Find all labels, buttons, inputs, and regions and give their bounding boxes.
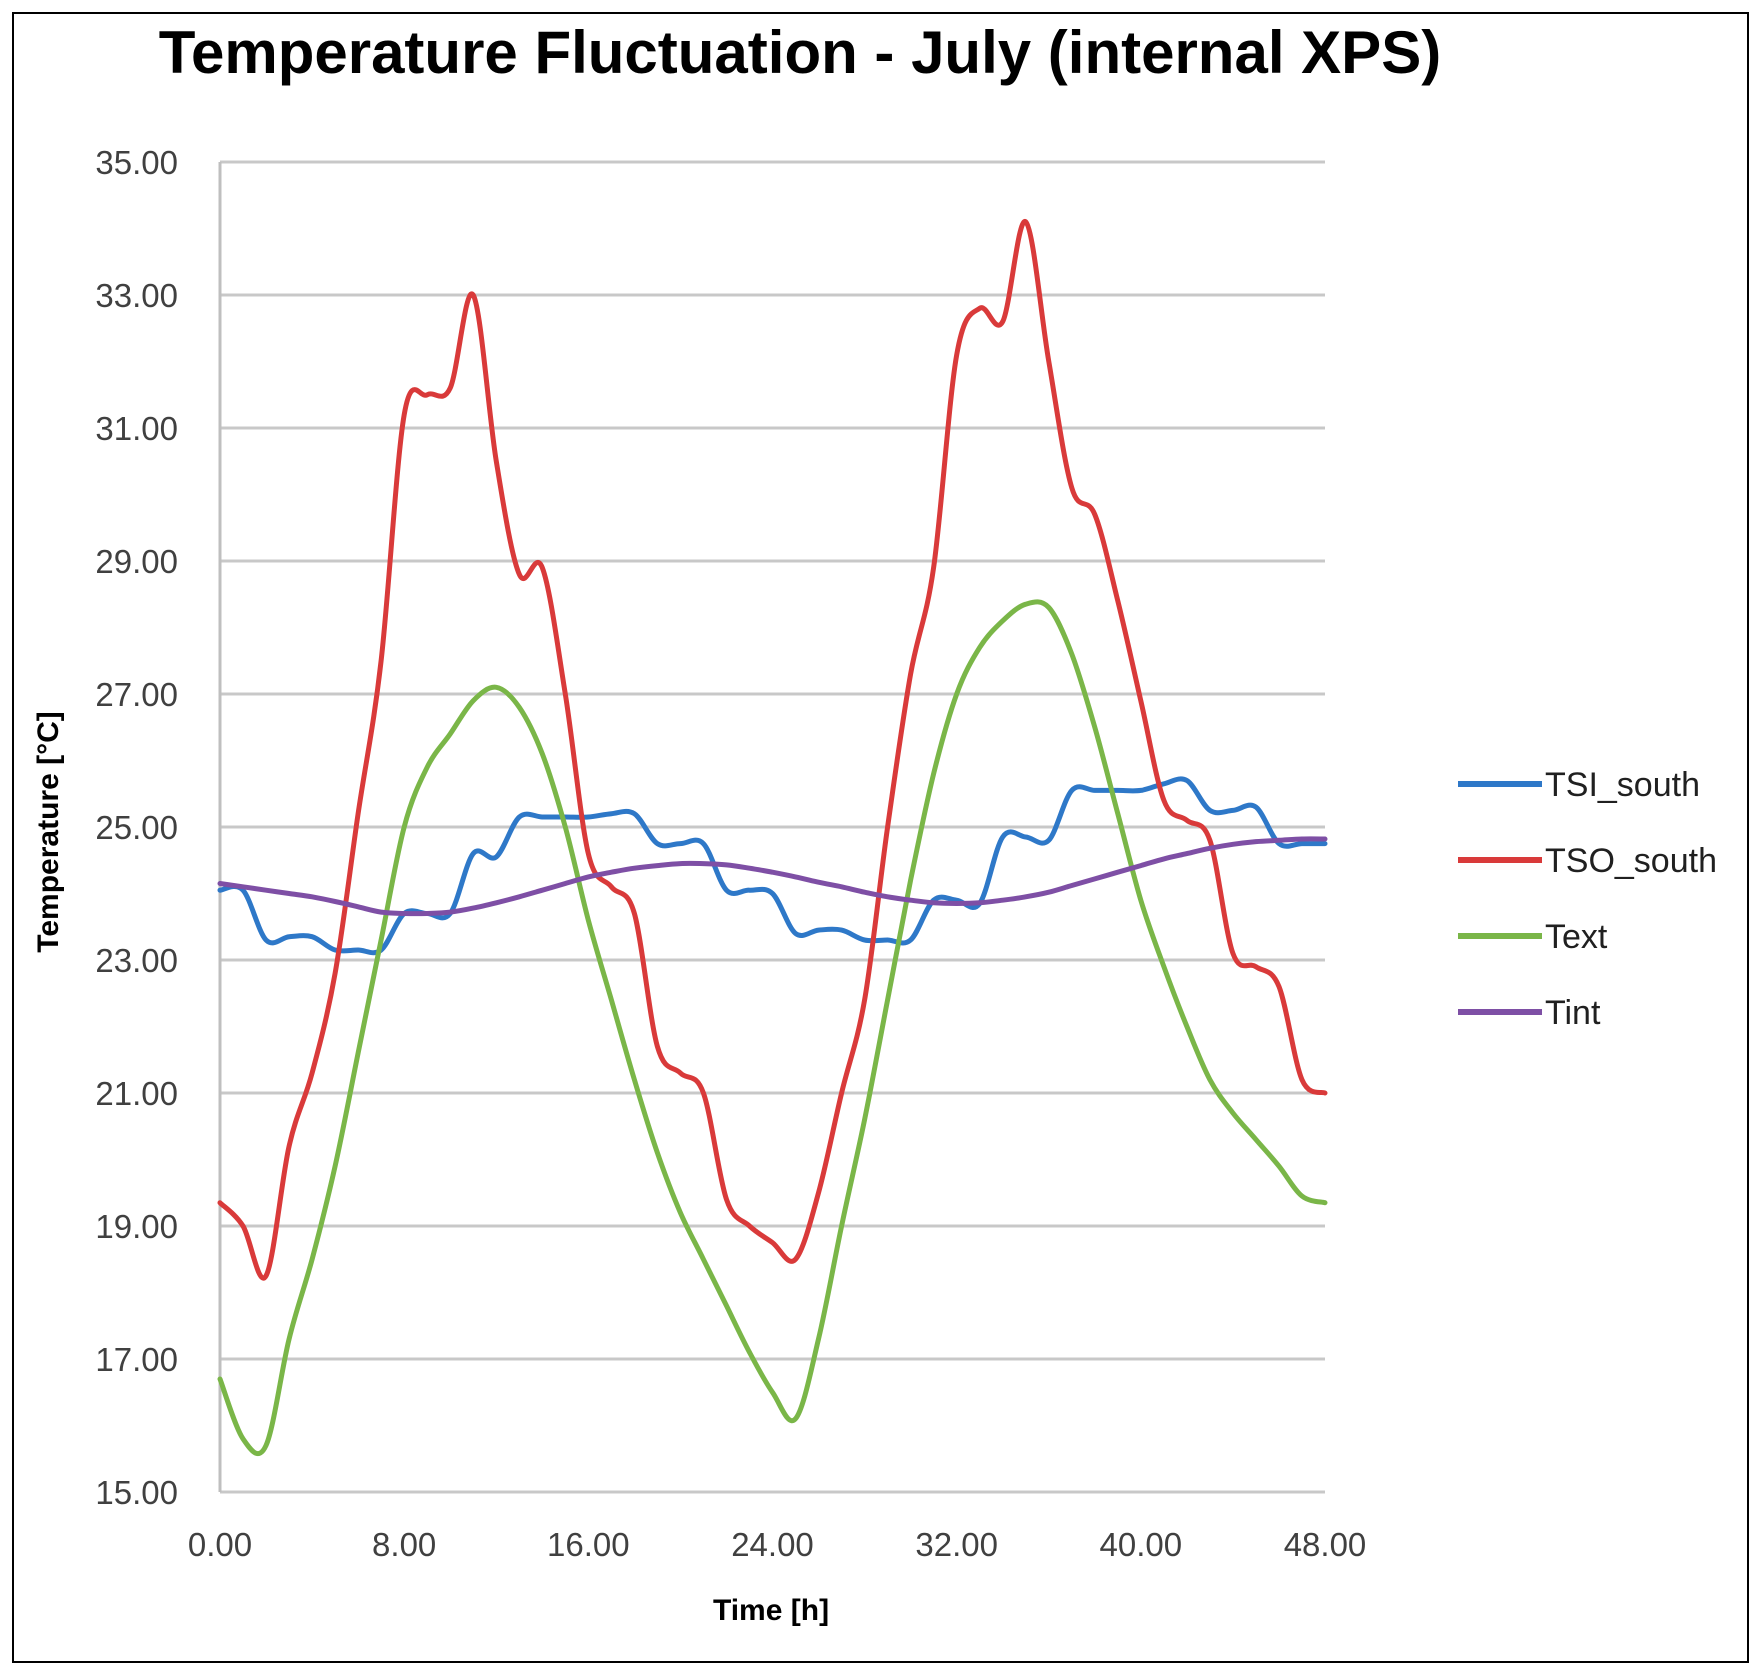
y-tick-label: 25.00 (95, 809, 178, 846)
legend-label: Text (1545, 918, 1608, 956)
y-tick-label: 35.00 (95, 144, 178, 181)
x-tick-label: 0.00 (188, 1526, 252, 1563)
legend-label: Tint (1545, 994, 1601, 1032)
y-axis-title: Temperature [°C] (32, 711, 65, 952)
x-tick-label: 16.00 (547, 1526, 630, 1563)
chart-title: Temperature Fluctuation - July (internal… (158, 19, 1442, 86)
series-line-text (217, 599, 1328, 1457)
x-axis-title: Time [h] (713, 1594, 829, 1627)
x-tick-label: 48.00 (1284, 1526, 1367, 1563)
y-tick-label: 33.00 (95, 277, 178, 314)
y-tick-label: 17.00 (95, 1341, 178, 1378)
y-tick-label: 15.00 (95, 1474, 178, 1511)
legend-label: TSI_south (1545, 766, 1700, 804)
x-tick-label: 8.00 (372, 1526, 436, 1563)
chart-frame (12, 12, 1749, 1663)
y-tick-label: 29.00 (95, 543, 178, 580)
y-tick-label: 21.00 (95, 1075, 178, 1112)
y-tick-label: 27.00 (95, 676, 178, 713)
series-line-tso-south (217, 219, 1328, 1281)
y-tick-label: 31.00 (95, 410, 178, 447)
x-tick-label: 32.00 (915, 1526, 998, 1563)
x-tick-label: 24.00 (731, 1526, 814, 1563)
x-tick-label: 40.00 (1100, 1526, 1183, 1563)
series-line-tint (217, 836, 1328, 917)
y-tick-label: 23.00 (95, 942, 178, 979)
y-tick-label: 19.00 (95, 1208, 178, 1245)
legend-label: TSO_south (1545, 842, 1717, 880)
